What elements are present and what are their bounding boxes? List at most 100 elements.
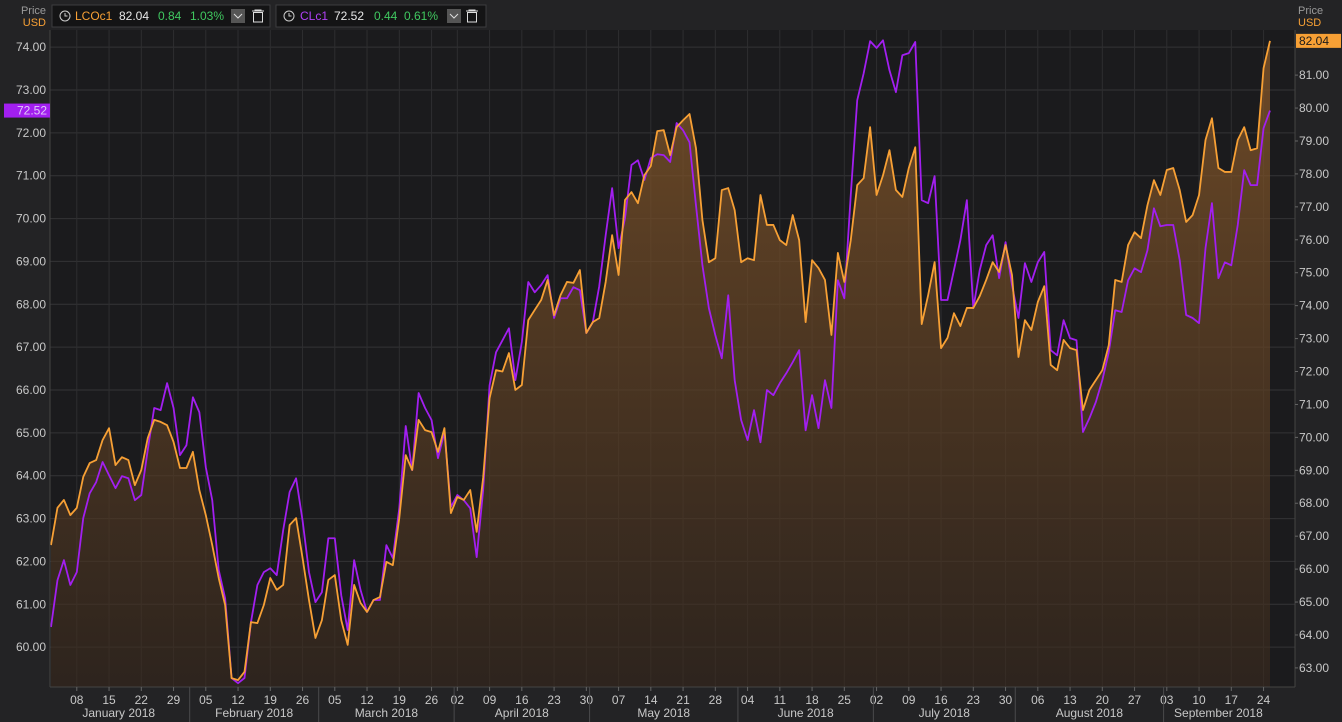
x-tick-label: 09: [902, 693, 916, 707]
y2-tick-label: 63.00: [1299, 661, 1329, 675]
legend-last: 72.52: [334, 9, 364, 23]
legend-box: [275, 4, 487, 28]
y-tick-label: 73.00: [16, 83, 46, 97]
legend-change-pct: 0.61%: [404, 9, 438, 23]
x-tick-label: 30: [580, 693, 594, 707]
y2-tick-label: 67.00: [1299, 529, 1329, 543]
x-tick-label: 16: [934, 693, 948, 707]
last-value-label: 82.04: [1299, 34, 1329, 48]
y-axis-unit: USD: [23, 17, 46, 29]
y-tick-label: 62.00: [16, 554, 46, 568]
y2-tick-label: 74.00: [1299, 299, 1329, 313]
x-tick-label: 17: [1225, 693, 1239, 707]
last-value-label: 72.52: [17, 104, 47, 118]
x-tick-label: 04: [741, 693, 755, 707]
x-tick-label: 24: [1257, 693, 1271, 707]
last-value-badge: [1296, 33, 1341, 48]
marks: [50, 39, 1271, 687]
x-tick-label: 12: [360, 693, 374, 707]
axes: Price USD Price USD 60.00 61.00 62.00 63.00…: [4, 5, 1341, 722]
x-tick-label: 13: [1063, 693, 1077, 707]
y-tick-label: 68.00: [16, 297, 46, 311]
y-tick-label: 65.00: [16, 426, 46, 440]
month-label: July 2018: [919, 706, 971, 720]
month-label: February 2018: [215, 706, 293, 720]
y-tick-label: 60.00: [16, 640, 46, 654]
y2-tick-label: 78.00: [1299, 167, 1329, 181]
dropdown-button[interactable]: [447, 9, 461, 23]
y2-tick-label: 69.00: [1299, 463, 1329, 477]
x-tick-label: 14: [644, 693, 658, 707]
x-tick-label: 19: [393, 693, 407, 707]
x-tick-label: 28: [709, 693, 723, 707]
x-tick-label: 30: [999, 693, 1013, 707]
x-tick-label: 23: [547, 693, 561, 707]
area-fill: [51, 40, 1270, 687]
x-tick-label: 18: [805, 693, 819, 707]
clock-icon: [283, 10, 295, 22]
x-tick-label: 03: [1160, 693, 1174, 707]
dropdown-arrow: [233, 13, 243, 19]
legend-change: 0.44: [374, 9, 398, 23]
dropdown-button[interactable]: [231, 9, 245, 23]
series-line: [50, 40, 1271, 681]
y2-tick-label: 66.00: [1299, 562, 1329, 576]
clock-hand: [288, 13, 292, 17]
legend-name: CLc1: [300, 9, 328, 23]
y-tick-label: 64.00: [16, 469, 46, 483]
x-tick-label: 05: [328, 693, 342, 707]
y-tick-label: 74.00: [16, 40, 46, 54]
delete-button[interactable]: [252, 9, 264, 23]
legend-item[interactable]: CLc1 72.52 0.44 0.61%: [275, 4, 487, 28]
x-tick-label: 02: [870, 693, 884, 707]
x-tick-label: 05: [199, 693, 213, 707]
delete-button[interactable]: [466, 9, 478, 23]
legend-name: LCOc1: [75, 9, 113, 23]
last-value-badge: [4, 103, 50, 118]
x-tick-label: 15: [102, 693, 116, 707]
x-tick-label: 21: [676, 693, 690, 707]
month-label: September 2018: [1174, 706, 1263, 720]
month-label: August 2018: [1056, 706, 1124, 720]
x-tick-label: 23: [967, 693, 981, 707]
x-tick-label: 08: [70, 693, 84, 707]
x-tick-label: 27: [1128, 693, 1142, 707]
y-tick-label: 71.00: [16, 169, 46, 183]
y2-tick-label: 75.00: [1299, 266, 1329, 280]
month-label: January 2018: [82, 706, 155, 720]
month-label: June 2018: [778, 706, 834, 720]
clock-hand: [64, 13, 68, 17]
y2-tick-label: 77.00: [1299, 200, 1329, 214]
y2-tick-label: 72.00: [1299, 365, 1329, 379]
y2-tick-label: 70.00: [1299, 430, 1329, 444]
legend-change-pct: 1.03%: [190, 9, 224, 23]
y2-tick-label: 81.00: [1299, 68, 1329, 82]
x-tick-label: 02: [451, 693, 465, 707]
month-label: March 2018: [355, 706, 419, 720]
y2-tick-label: 65.00: [1299, 595, 1329, 609]
month-label: April 2018: [495, 706, 549, 720]
x-tick-label: 26: [296, 693, 310, 707]
y-tick-label: 63.00: [16, 512, 46, 526]
y2-tick-label: 80.00: [1299, 101, 1329, 115]
x-tick-label: 25: [838, 693, 852, 707]
y-tick-label: 66.00: [16, 383, 46, 397]
legend-item[interactable]: LCOc1 82.04 0.84 1.03%: [51, 4, 271, 28]
x-tick-label: 19: [264, 693, 278, 707]
x-tick-label: 22: [135, 693, 149, 707]
y-tick-label: 72.00: [16, 126, 46, 140]
series-line: [50, 39, 1271, 685]
y2-axis-unit: USD: [1298, 17, 1321, 29]
x-tick-label: 12: [231, 693, 245, 707]
dropdown-arrow: [449, 13, 459, 19]
x-tick-label: 07: [612, 693, 626, 707]
y-tick-label: 70.00: [16, 212, 46, 226]
y2-axis-label: Price: [1298, 5, 1323, 17]
x-tick-label: 11: [774, 693, 787, 707]
y2-tick-label: 71.00: [1299, 397, 1329, 411]
y2-tick-label: 79.00: [1299, 134, 1329, 148]
legend: LCOc1 82.04 0.84 1.03% CLc1 72.52 0.44 0…: [51, 4, 487, 28]
clock-icon: [59, 10, 71, 22]
x-tick-label: 16: [515, 693, 529, 707]
